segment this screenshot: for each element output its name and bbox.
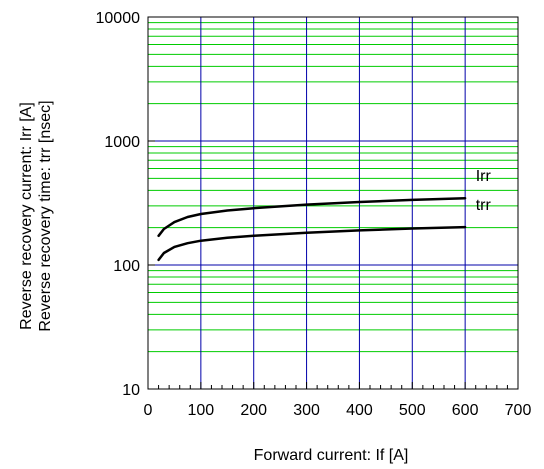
x-tick-label: 100 bbox=[188, 402, 215, 419]
x-tick-label: 500 bbox=[399, 402, 426, 419]
y-tick-label: 1000 bbox=[104, 134, 140, 151]
x-tick-label: 600 bbox=[452, 402, 479, 419]
x-tick-label: 400 bbox=[346, 402, 373, 419]
y-tick-labels: 10 100 1000 10000 bbox=[96, 10, 141, 399]
series-label-trr: trr bbox=[476, 197, 492, 214]
series-label-irr: Irr bbox=[476, 168, 492, 185]
x-tick-label: 0 bbox=[144, 402, 153, 419]
x-axis-title: Forward current: If [A] bbox=[254, 447, 409, 464]
x-tick-label: 700 bbox=[505, 402, 532, 419]
series-layer: Irr trr bbox=[157, 168, 492, 262]
minor-grid bbox=[148, 22, 518, 353]
tick-marks bbox=[147, 16, 519, 390]
y-tick-label: 10000 bbox=[96, 10, 141, 27]
y-axis-title-line2: Reverse recovery time: trr [nsec] bbox=[37, 100, 54, 331]
y-tick-label: 10 bbox=[122, 382, 140, 399]
x-tick-labels: 0 100 200 300 400 500 600 700 bbox=[144, 402, 532, 419]
y-tick-label: 100 bbox=[113, 258, 140, 275]
y-axis-title-line1: Reverse recovery current: Irr [A] bbox=[18, 102, 35, 330]
series-line-irr bbox=[157, 196, 467, 238]
x-tick-label: 200 bbox=[240, 402, 267, 419]
series-line-trr bbox=[157, 225, 467, 262]
plot-frame bbox=[147, 16, 519, 390]
x-tick-label: 300 bbox=[293, 402, 320, 419]
